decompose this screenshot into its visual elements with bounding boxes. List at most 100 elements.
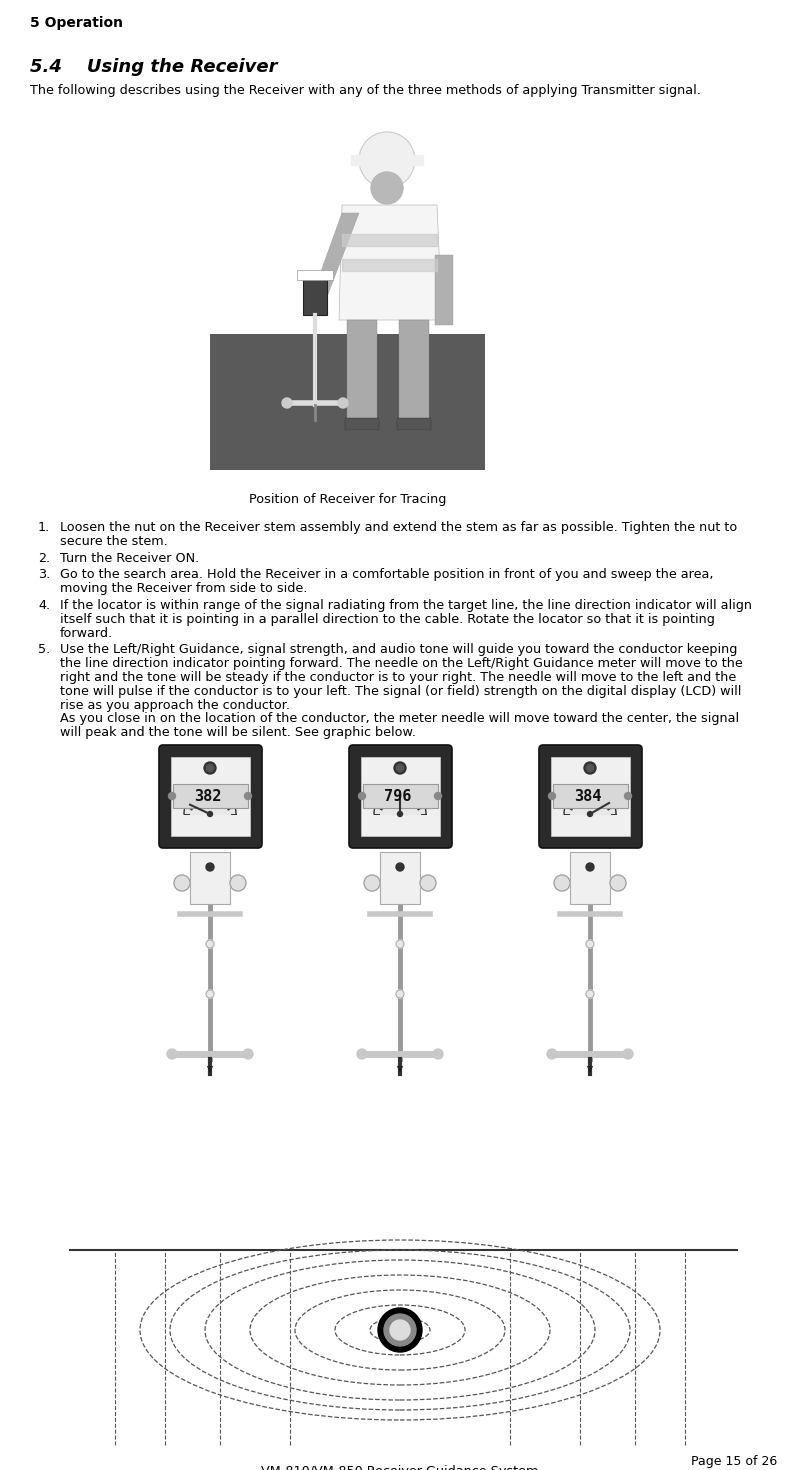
Circle shape: [357, 1050, 367, 1058]
Polygon shape: [376, 803, 382, 810]
Text: Use the Left/Right Guidance, signal strength, and audio tone will guide you towa: Use the Left/Right Guidance, signal stre…: [60, 644, 738, 657]
Text: As you close in on the location of the conductor, the meter needle will move tow: As you close in on the location of the c…: [60, 713, 739, 725]
Circle shape: [587, 811, 592, 816]
Bar: [397, 417, 431, 431]
Text: Turn the Receiver ON.: Turn the Receiver ON.: [60, 551, 199, 564]
Text: moving the Receiver from side to side.: moving the Receiver from side to side.: [60, 582, 307, 595]
Bar: [180, 104, 515, 475]
Circle shape: [394, 761, 406, 775]
Polygon shape: [566, 803, 572, 810]
Text: 1.: 1.: [38, 520, 50, 534]
Circle shape: [586, 863, 594, 872]
Text: the line direction indicator pointing forward. The needle on the Left/Right Guid: the line direction indicator pointing fo…: [60, 657, 742, 670]
Bar: [435, 254, 453, 325]
Text: 2.: 2.: [38, 551, 50, 564]
Circle shape: [396, 989, 404, 998]
Circle shape: [245, 792, 252, 800]
Text: will peak and the tone will be silent. See graphic below.: will peak and the tone will be silent. S…: [60, 726, 416, 739]
Polygon shape: [339, 204, 442, 320]
Text: Go to the search area. Hold the Receiver in a comfortable position in front of y: Go to the search area. Hold the Receiver…: [60, 569, 713, 582]
Bar: [342, 234, 437, 245]
Polygon shape: [608, 803, 614, 810]
Text: right and the tone will be steady if the conductor is to your right. The needle : right and the tone will be steady if the…: [60, 670, 736, 684]
Circle shape: [167, 1050, 177, 1058]
Bar: [342, 259, 437, 270]
Text: Loosen the nut on the Receiver stem assembly and extend the stem as far as possi: Loosen the nut on the Receiver stem asse…: [60, 520, 738, 534]
Polygon shape: [228, 803, 234, 810]
Text: tone will pulse if the conductor is to your left. The signal (or field) strength: tone will pulse if the conductor is to y…: [60, 685, 742, 698]
Bar: [173, 784, 248, 808]
Circle shape: [398, 811, 403, 816]
Circle shape: [587, 764, 593, 772]
Polygon shape: [418, 803, 424, 810]
Polygon shape: [186, 803, 192, 810]
FancyBboxPatch shape: [539, 745, 642, 848]
Circle shape: [174, 875, 190, 891]
Circle shape: [433, 1050, 443, 1058]
Circle shape: [206, 989, 214, 998]
Text: Position of Receiver for Tracing: Position of Receiver for Tracing: [249, 492, 446, 506]
Bar: [553, 784, 628, 808]
Bar: [380, 853, 420, 904]
Text: 3.: 3.: [38, 569, 50, 582]
Circle shape: [169, 792, 175, 800]
Circle shape: [584, 761, 596, 775]
Bar: [363, 784, 438, 808]
Circle shape: [554, 875, 570, 891]
Circle shape: [207, 811, 212, 816]
Polygon shape: [587, 1066, 593, 1075]
Circle shape: [378, 1308, 422, 1352]
Circle shape: [371, 172, 403, 204]
FancyBboxPatch shape: [349, 745, 452, 848]
Text: itself such that it is pointing in a parallel direction to the cable. Rotate the: itself such that it is pointing in a par…: [60, 613, 715, 626]
Circle shape: [396, 764, 404, 772]
Bar: [551, 757, 630, 836]
Bar: [347, 320, 377, 431]
Circle shape: [204, 761, 216, 775]
Text: rise as you approach the conductor.: rise as you approach the conductor.: [60, 698, 290, 711]
Text: The following describes using the Receiver with any of the three methods of appl: The following describes using the Receiv…: [30, 84, 700, 97]
Circle shape: [547, 1050, 557, 1058]
Bar: [345, 417, 379, 431]
Polygon shape: [207, 1066, 213, 1075]
Circle shape: [364, 875, 380, 891]
Circle shape: [206, 939, 214, 948]
Circle shape: [549, 792, 555, 800]
Circle shape: [338, 398, 348, 409]
Bar: [303, 275, 327, 315]
Bar: [297, 270, 333, 279]
Bar: [351, 154, 423, 165]
Text: 5.: 5.: [38, 644, 50, 657]
Bar: [210, 334, 485, 470]
Text: 382: 382: [194, 789, 222, 804]
Circle shape: [434, 792, 441, 800]
Bar: [171, 757, 250, 836]
Circle shape: [243, 1050, 253, 1058]
Bar: [399, 320, 429, 431]
Circle shape: [586, 939, 594, 948]
Circle shape: [230, 875, 246, 891]
FancyBboxPatch shape: [159, 745, 262, 848]
Bar: [190, 853, 230, 904]
Text: 384: 384: [575, 789, 602, 804]
Circle shape: [396, 939, 404, 948]
Circle shape: [390, 1320, 410, 1341]
Text: 796: 796: [384, 789, 412, 804]
Circle shape: [625, 792, 632, 800]
Circle shape: [358, 792, 366, 800]
Circle shape: [586, 989, 594, 998]
Circle shape: [420, 875, 436, 891]
Text: secure the stem.: secure the stem.: [60, 535, 168, 548]
Circle shape: [206, 863, 214, 872]
Text: Page 15 of 26: Page 15 of 26: [691, 1455, 777, 1469]
Circle shape: [359, 132, 415, 188]
Circle shape: [610, 875, 626, 891]
Circle shape: [396, 863, 404, 872]
Text: 4.: 4.: [38, 598, 50, 612]
Bar: [570, 853, 610, 904]
Text: forward.: forward.: [60, 626, 113, 639]
Text: If the locator is within range of the signal radiating from the target line, the: If the locator is within range of the si…: [60, 598, 752, 612]
Circle shape: [207, 764, 214, 772]
Text: 5 Operation: 5 Operation: [30, 16, 123, 29]
Circle shape: [282, 398, 292, 409]
